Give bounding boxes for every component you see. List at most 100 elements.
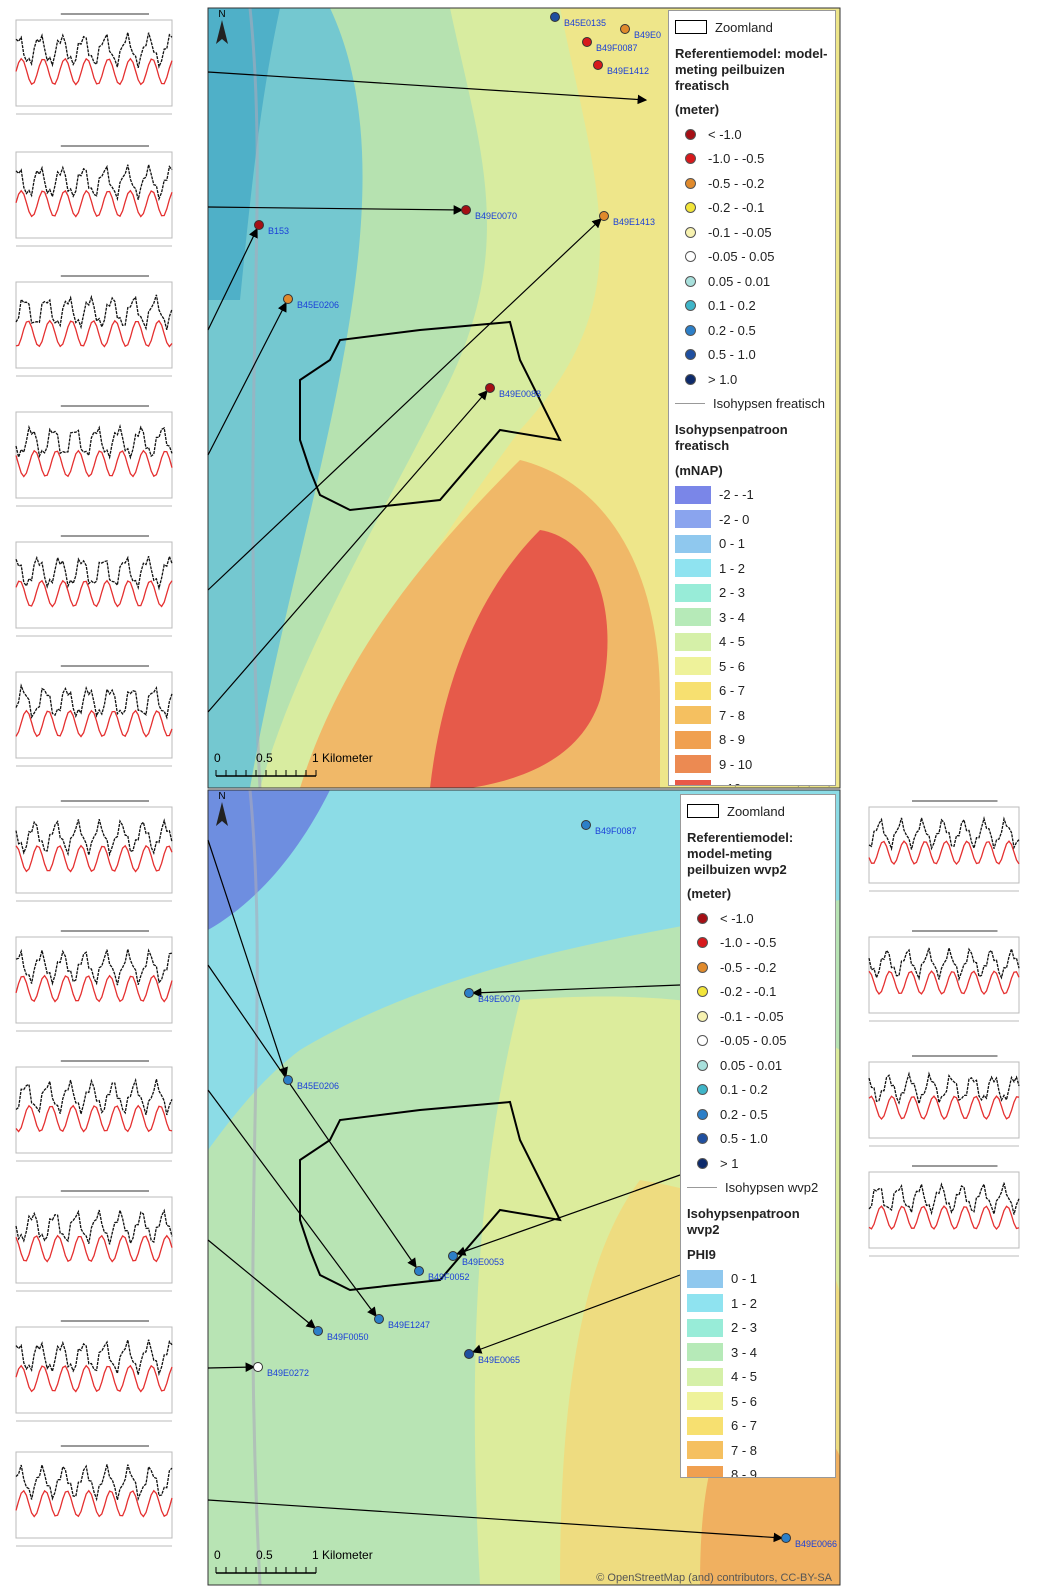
legend-subtitle: Isohypsenpatroon freatisch — [675, 422, 831, 454]
well-label: B153 — [268, 226, 289, 236]
scale-label: 0.5 — [256, 751, 273, 765]
range-swatch — [675, 706, 711, 724]
well-label: B49E0066 — [795, 1539, 837, 1549]
well-marker — [782, 1534, 791, 1543]
legend-row: 8 - 9 — [675, 728, 831, 753]
well-label: B45E0206 — [297, 300, 339, 310]
well-marker — [594, 61, 603, 70]
class-dot — [697, 1109, 708, 1120]
thumbnail-bg — [2, 925, 198, 1043]
legend-label: 0.2 - 0.5 — [708, 323, 756, 338]
well-marker — [449, 1252, 458, 1261]
class-dot — [697, 1035, 708, 1046]
legend-row: 6 - 7 — [687, 1414, 831, 1439]
range-swatch — [687, 1466, 723, 1478]
legend-row: -0.1 - -0.05 — [687, 1004, 831, 1029]
scale-label: 0 — [214, 1548, 221, 1562]
legend-row: -0.2 - -0.1 — [675, 196, 831, 221]
well-label: B49E1413 — [613, 217, 655, 227]
well-marker — [465, 1350, 474, 1359]
north-label: N — [218, 9, 225, 20]
legend-label: 1 - 2 — [731, 1296, 757, 1311]
hydrograph-thumbnail — [2, 530, 198, 648]
legend-label: -0.1 - -0.05 — [720, 1009, 784, 1024]
well-marker — [255, 221, 264, 230]
isohypse-swatch — [687, 1187, 717, 1188]
legend-row: < -1.0 — [675, 122, 831, 147]
thumbnail-bg — [2, 660, 198, 778]
legend-label: Isohypsen freatisch — [713, 396, 825, 411]
legend-label: 2 - 3 — [719, 585, 745, 600]
legend-unit: (mNAP) — [675, 463, 723, 478]
range-swatch — [687, 1343, 723, 1361]
legend-unit: (meter) — [687, 886, 731, 901]
well-label: B49E0 — [634, 30, 661, 40]
legend-label: < -1.0 — [720, 911, 754, 926]
legend-label: 0.05 - 0.01 — [720, 1058, 782, 1073]
legend-label: -0.5 - -0.2 — [708, 176, 764, 191]
hydrograph-thumbnail — [855, 1160, 1045, 1268]
legend-label: 0 - 1 — [731, 1271, 757, 1286]
hydrograph-thumbnail — [2, 660, 198, 778]
range-swatch — [675, 486, 711, 504]
legend-row: Zoomland — [687, 799, 831, 824]
well-marker — [600, 212, 609, 221]
hydrograph-thumbnail — [2, 400, 198, 518]
legend-label: 2 - 3 — [731, 1320, 757, 1335]
well-label: B45E0206 — [297, 1081, 339, 1091]
class-dot — [685, 227, 696, 238]
well-label: B49F0050 — [327, 1332, 369, 1342]
legend-row: 0 - 1 — [687, 1267, 831, 1292]
legend-label: -2 - -1 — [719, 487, 754, 502]
class-dot — [697, 1084, 708, 1095]
thumbnail-bg — [2, 140, 198, 258]
class-dot — [697, 986, 708, 997]
legend-row: 9 - 10 — [675, 752, 831, 777]
legend-label: 6 - 7 — [719, 683, 745, 698]
legend-label: Isohypsen wvp2 — [725, 1180, 818, 1195]
thumbnail-bg — [2, 8, 198, 126]
range-swatch — [687, 1319, 723, 1337]
hydrograph-thumbnail — [2, 8, 198, 126]
legend-row: -0.5 - -0.2 — [687, 955, 831, 980]
thumbnail-bg — [2, 795, 198, 913]
legend-row: 7 - 8 — [687, 1438, 831, 1463]
legend-unit: (meter) — [675, 102, 719, 117]
hydrograph-thumbnail — [855, 925, 1045, 1033]
well-label: B49E0088 — [499, 389, 541, 399]
class-dot — [685, 300, 696, 311]
legend-label: 7 - 8 — [731, 1443, 757, 1458]
legend-label: -0.05 - 0.05 — [720, 1033, 787, 1048]
legend-row: 1 - 2 — [687, 1291, 831, 1316]
legend-row: 4 - 5 — [687, 1365, 831, 1390]
legend-label: -0.2 - -0.1 — [720, 984, 776, 999]
well-marker — [583, 38, 592, 47]
legend-label: 8 - 9 — [719, 732, 745, 747]
legend-label: >10 — [719, 781, 741, 786]
legend-row: 0 - 1 — [675, 532, 831, 557]
class-dot — [685, 374, 696, 385]
legend-row: 2 - 3 — [687, 1316, 831, 1341]
legend-row: Zoomland — [675, 15, 831, 40]
legend-label: -1.0 - -0.5 — [720, 935, 776, 950]
legend-row: -2 - -1 — [675, 483, 831, 508]
well-marker — [415, 1267, 424, 1276]
legend-label: 0.2 - 0.5 — [720, 1107, 768, 1122]
range-swatch — [687, 1392, 723, 1410]
thumbnail-bg — [855, 925, 1045, 1033]
range-swatch — [675, 682, 711, 700]
legend-label: Zoomland — [727, 804, 785, 819]
class-dot — [685, 178, 696, 189]
class-dot — [697, 913, 708, 924]
legend-label: 5 - 6 — [719, 659, 745, 674]
hydrograph-thumbnail — [2, 270, 198, 388]
legend-label: 0.1 - 0.2 — [708, 298, 756, 313]
legend-row: -0.05 - 0.05 — [675, 245, 831, 270]
well-marker — [551, 13, 560, 22]
legend-label: 3 - 4 — [719, 610, 745, 625]
legend-row: Isohypsen wvp2 — [687, 1176, 831, 1201]
legend-label: > 1 — [720, 1156, 738, 1171]
legend-title: Referentiemodel: model-meting peilbuizen… — [687, 830, 831, 878]
well-marker — [375, 1315, 384, 1324]
